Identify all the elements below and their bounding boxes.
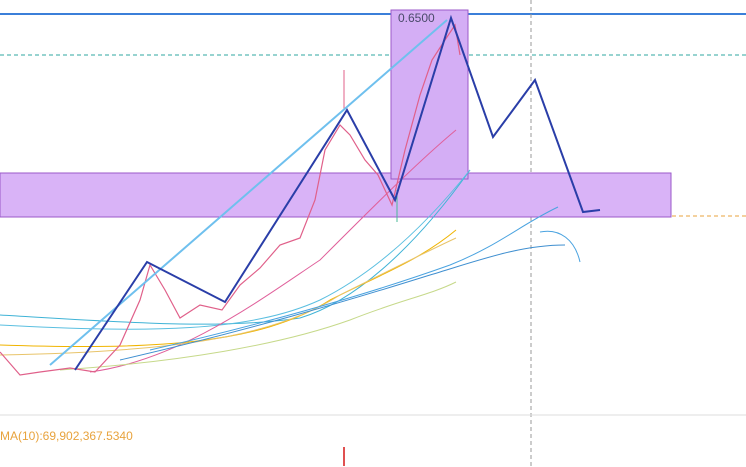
moving-average (0, 169, 471, 330)
price-label: 0.6500 (398, 11, 435, 25)
zone-rectangle (0, 172, 672, 218)
zigzag-pattern (74, 14, 601, 371)
price-line (0, 23, 461, 376)
moving-average (539, 230, 581, 263)
moving-average (149, 206, 559, 351)
moving-average (89, 129, 457, 373)
moving-average (119, 244, 566, 361)
moving-average (59, 281, 457, 371)
zone-rectangle (390, 9, 469, 180)
indicator-label: MA(10):69,902,367.5340 (0, 429, 133, 443)
